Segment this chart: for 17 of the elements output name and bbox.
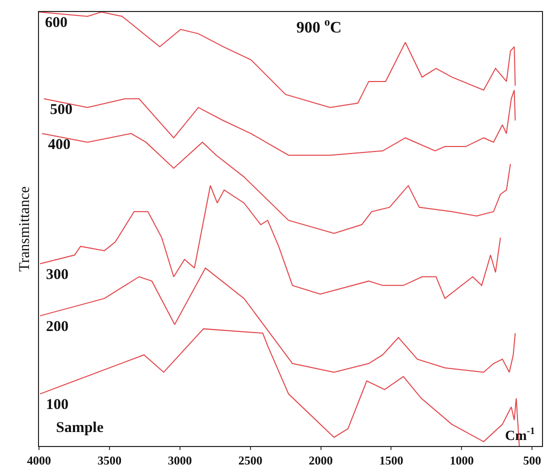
- x-tick-label: 2500: [238, 454, 262, 468]
- chart-title: 900 $^{o}$C: [296, 16, 342, 36]
- y-axis-title: Transmittance: [17, 186, 34, 272]
- series-label: 500: [50, 102, 72, 118]
- x-tick-label: 1500: [379, 454, 404, 468]
- annotation: Sample: [56, 420, 104, 436]
- x-tick-label: 3000: [168, 454, 192, 468]
- x-tick-label: 3500: [97, 454, 122, 468]
- x-tick-label: 2000: [308, 454, 333, 468]
- series-label: 600: [45, 15, 68, 31]
- x-tick-label: 500: [523, 454, 542, 468]
- series-label: 400: [48, 137, 70, 153]
- x-tick-label: 1000: [450, 454, 474, 468]
- series-label: 100: [46, 397, 68, 413]
- x-tick-label: 4000: [27, 454, 51, 468]
- series-label: 200: [46, 319, 68, 335]
- series-label: 300: [46, 267, 68, 283]
